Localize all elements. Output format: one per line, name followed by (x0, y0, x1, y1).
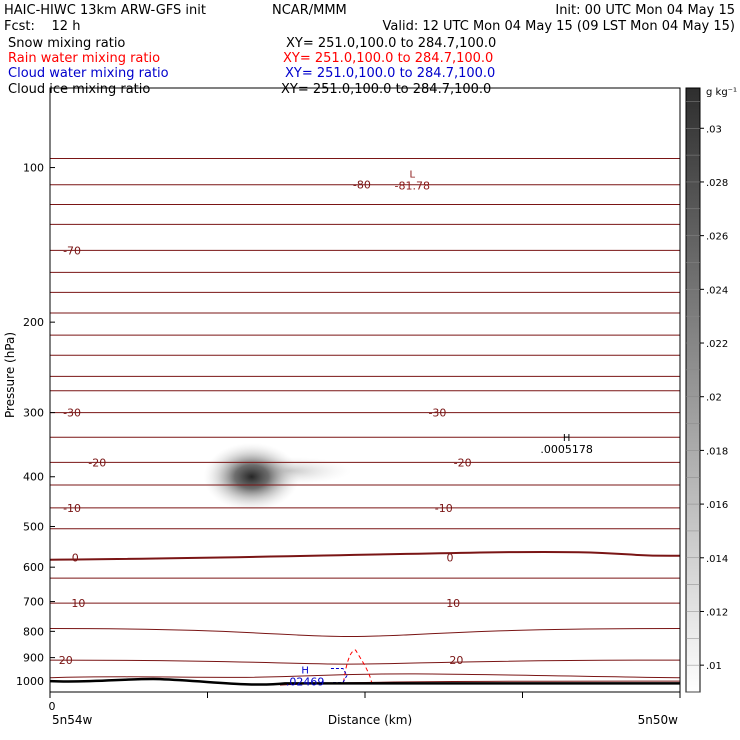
colorbar-ramp (685, 87, 701, 693)
extremum-type-1: H (563, 433, 571, 444)
model-title: HAIC-HIWC 13km ARW-GFS init (4, 3, 206, 18)
legend-field-cloud-water: Cloud water mixing ratio (8, 66, 169, 81)
colorbar-tick-label-4: .018 (706, 446, 728, 457)
contour-labels: -80 -70 -30 -30 -20 -20 -10 -10 0 0 10 10 20 20 (59, 179, 472, 667)
extremum-value-1: .0005178 (540, 443, 593, 456)
isotherm-label-5-0: 0 (72, 552, 79, 565)
isotherm-label-1-0: -70 (63, 244, 81, 257)
x-axis-label: Distance (km) (328, 713, 412, 727)
colorbar-tick-label-6: .022 (706, 339, 728, 350)
y-tick-label-9: 1000 (16, 675, 44, 688)
isotherm-label-6-0: 10 (71, 597, 85, 610)
x-right-location: 5n50w (638, 713, 679, 727)
center-label: NCAR/MMM (272, 3, 347, 18)
colorbar: g kg⁻¹ .01 .012 .014 .016 .018 .02 .022 .024 .02… (685, 87, 737, 693)
isotherm-label-2-1: -30 (428, 407, 446, 420)
colorbar-unit: g kg⁻¹ (706, 87, 737, 98)
figure-header: HAIC-HIWC 13km ARW-GFS init NCAR/MMM Ini… (4, 3, 735, 34)
colorbar-tick-label-1: .012 (706, 607, 728, 618)
isotherm-line-near-surface-a (49, 673, 681, 679)
precip-contours (330, 649, 373, 683)
extremum-type-2: H (301, 666, 309, 677)
isotherm-label-2-0: -30 (63, 407, 81, 420)
cloud-water-contour (330, 667, 348, 683)
extremum-type-0: L (409, 170, 415, 181)
colorbar-ticks: .01 .012 .014 .016 .018 .02 .022 .024 .026 .028 .0… (686, 101, 728, 693)
isotherm-label-7-0: 20 (59, 654, 73, 667)
x-start-tick-label: 0 (49, 700, 56, 713)
isotherm-label-3-0: -20 (88, 456, 106, 469)
extremum-value-2: .02469 (286, 676, 325, 689)
y-tick-label-2: 300 (23, 407, 44, 420)
y-tick-label-1: 200 (23, 316, 44, 329)
terrain-boundary (49, 677, 680, 686)
isotherm-label-4-1: -10 (435, 502, 453, 515)
init-time: Init: 00 UTC Mon 04 May 15 (555, 3, 735, 18)
y-tick-label-4: 500 (23, 521, 44, 534)
snow-shading (203, 442, 352, 511)
y-tick-label-0: 100 (23, 162, 44, 175)
y-tick-label-6: 700 (23, 596, 44, 609)
legend-xsec-cloud-water: XY= 251.0,100.0 to 284.7,100.0 (285, 66, 495, 81)
plot-area: -80 -70 -30 -30 -20 -20 -10 -10 0 0 10 10 20 20 L-81.… (49, 157, 681, 689)
fcst-label: Fcst: (4, 19, 35, 34)
y-tick-label-8: 900 (23, 652, 44, 665)
fcst-value: 12 h (52, 19, 81, 34)
isotherm-label-7-1: 20 (449, 654, 463, 667)
isotherm-line-18 (49, 550, 681, 561)
y-axis-label: Pressure (hPa) (3, 332, 17, 418)
isotherm-label-6-1: 10 (446, 597, 460, 610)
isotherm-label-0-0: -80 (353, 179, 371, 192)
isotherm-contours (49, 157, 681, 686)
terrain-line (49, 677, 680, 686)
colorbar-tick-label-2: .014 (706, 554, 728, 565)
colorbar-tick-label-5: .02 (706, 393, 722, 404)
y-tick-label-5: 600 (23, 561, 44, 574)
isotherm-label-3-1: -20 (454, 456, 472, 469)
legend-xsec-rain: XY= 251.0,100.0 to 284.7,100.0 (283, 51, 493, 66)
y-axis: 100 200 300 400 500 600 700 800 900 1000 (16, 162, 55, 688)
isotherm-line-22 (49, 659, 681, 665)
legend-field-rain: Rain water mixing ratio (8, 51, 160, 66)
field-legend: Snow mixing ratio XY= 251.0,100.0 to 284… (8, 36, 496, 97)
legend-field-cloud-ice: Cloud ice mixing ratio (8, 82, 150, 97)
isotherm-label-5-1: 0 (447, 552, 454, 565)
legend-xsec-snow: XY= 251.0,100.0 to 284.7,100.0 (286, 36, 496, 51)
isotherm-label-4-0: -10 (63, 502, 81, 515)
y-tick-label-7: 800 (23, 625, 44, 638)
colorbar-tick-label-7: .024 (706, 285, 728, 296)
isotherm-line-21 (49, 628, 681, 638)
colorbar-tick-label-3: .016 (706, 500, 728, 511)
rain-water-contour (343, 649, 373, 683)
extremum-value-0: -81.78 (395, 180, 430, 193)
y-tick-label-3: 400 (23, 471, 44, 484)
colorbar-tick-label-10: .03 (706, 124, 722, 135)
x-left-location: 5n54w (52, 713, 93, 727)
legend-field-snow: Snow mixing ratio (8, 36, 125, 51)
valid-time: Valid: 12 UTC Mon 04 May 15 (09 LST Mon … (383, 19, 735, 34)
colorbar-tick-label-9: .028 (706, 178, 728, 189)
colorbar-tick-label-0: .01 (706, 661, 722, 672)
x-axis (49, 692, 681, 698)
snow-shading-core-0 (203, 442, 300, 511)
legend-xsec-cloud-ice: XY= 251.0,100.0 to 284.7,100.0 (281, 82, 491, 97)
colorbar-tick-label-8: .026 (706, 232, 728, 243)
